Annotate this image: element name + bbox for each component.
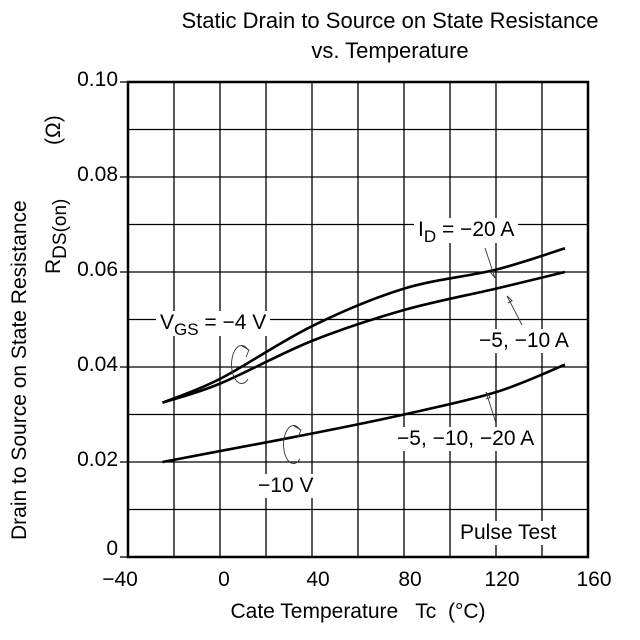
series-line-3 — [162, 363, 566, 464]
label-id-5-10a: −5, −10 A — [475, 329, 573, 353]
chart-title: Static Drain to Source on State Resistan… — [181, 8, 599, 33]
x-tick-label: 160 — [576, 568, 612, 591]
x-tick-label: 80 — [398, 568, 422, 591]
x-tick-label: −40 — [102, 568, 138, 591]
rotation-arrow-vgs-10v — [283, 425, 301, 464]
chart-subtitle: vs. Temperature — [311, 38, 469, 63]
label-id-text: = −20 A — [436, 218, 515, 241]
y-tick-label: 0.10 — [77, 68, 118, 91]
arrow-id-all-head — [485, 391, 492, 400]
label-id-20a: ID = −20 A — [414, 218, 519, 246]
label-vgs-prefix: V — [160, 311, 175, 334]
y-tick-label: 0.04 — [77, 353, 118, 376]
label-pulse-test: Pulse Test — [456, 521, 561, 545]
plot-frame — [126, 80, 590, 559]
label-vgs-10v: −10 V — [254, 474, 318, 498]
arrow-id-20a — [484, 247, 496, 279]
x-tick-label: 40 — [306, 568, 330, 591]
x-tick-label: 0 — [218, 568, 230, 591]
arrow-id-5-10a — [506, 295, 523, 326]
label-vgs-text: = −4 V — [198, 311, 267, 334]
y-tick-label: 0.06 — [77, 258, 118, 281]
y-tick-label: 0.08 — [77, 163, 118, 186]
x-tick-label: 120 — [484, 568, 520, 591]
annotation-arrows — [231, 247, 523, 464]
y-axis-symbol: RDS(on) — [42, 199, 71, 274]
curves — [162, 247, 566, 464]
arrow-id-20a-head — [489, 270, 496, 279]
x-axis-label: Cate Temperature Tc (°C) — [230, 600, 486, 623]
y-tick-label: 0.02 — [77, 448, 118, 471]
y-axis-label: Drain to Source on State Resistance — [8, 200, 31, 540]
label-vgs-4v: VGS = −4 V — [156, 311, 271, 339]
y-axis-subscript: DS(on) — [50, 198, 71, 259]
series-line-2 — [162, 270, 566, 404]
arrow-id-all — [485, 391, 497, 424]
label-id-prefix: I — [418, 218, 424, 241]
y-axis-symbol-r: R — [42, 258, 65, 274]
arrow-id-5-10a-head — [506, 295, 513, 304]
label-id-all: −5, −10, −20 A — [393, 427, 539, 451]
label-id-sub: D — [423, 227, 437, 246]
y-axis-unit: (Ω) — [42, 115, 65, 145]
label-vgs-sub: GS — [174, 320, 199, 339]
series-line-1 — [162, 247, 566, 404]
y-tick-label: 0 — [106, 537, 118, 560]
rotation-arrow-vgs-4v-head — [241, 345, 250, 358]
rotation-arrow-vgs-10v-head — [293, 425, 302, 438]
